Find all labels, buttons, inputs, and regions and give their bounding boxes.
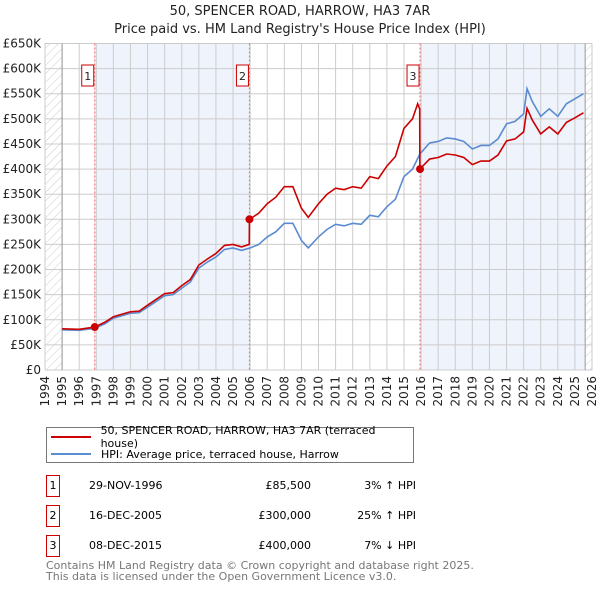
- x-tick-label: 2005: [226, 376, 240, 407]
- y-tick-label: £0: [26, 363, 41, 377]
- x-tick-label: 2025: [568, 376, 582, 407]
- legend-swatch-red: [51, 436, 91, 438]
- x-tick-label: 1998: [106, 376, 120, 407]
- sale-point: [90, 323, 99, 332]
- x-tick-label: 2016: [414, 376, 428, 407]
- x-tick-label: 2007: [260, 376, 274, 407]
- x-tick-label: 2022: [517, 376, 531, 407]
- x-tick-label: 2026: [585, 376, 599, 407]
- footer: Contains HM Land Registry data © Crown c…: [46, 560, 474, 582]
- sale-row: 3 08-DEC-2015 £400,000 7% ↓ HPI: [46, 535, 446, 557]
- y-tick-label: £550K: [3, 87, 43, 101]
- x-tick-label: 1995: [55, 376, 69, 407]
- sale-price: £85,500: [265, 479, 312, 492]
- sale-date: 29-NOV-1996: [89, 479, 163, 492]
- y-tick-label: £650K: [3, 37, 43, 51]
- sale-price: £300,000: [258, 509, 312, 522]
- shaded-period: [94, 43, 250, 370]
- sale-row: 2 16-DEC-2005 £300,000 25% ↑ HPI: [46, 505, 446, 527]
- sale-marker-box: [81, 64, 95, 87]
- x-tick-label: 2009: [294, 376, 308, 407]
- x-tick-label: 1994: [38, 376, 52, 407]
- sale-price: £400,000: [258, 539, 312, 552]
- sale-hpi: 25% ↑ HPI: [357, 509, 416, 522]
- x-tick-label: 2003: [192, 376, 206, 407]
- sale-marker-label: 3: [46, 535, 60, 557]
- legend-label: HPI: Average price, terraced house, Harr…: [101, 447, 339, 461]
- chart-subtitle: Price paid vs. HM Land Registry's House …: [114, 22, 486, 37]
- x-tick-label: 2013: [363, 376, 377, 407]
- x-tick-label: 2008: [277, 376, 291, 407]
- x-tick-label: 2004: [209, 376, 223, 407]
- legend-label: 50, SPENCER ROAD, HARROW, HA3 7AR (terra…: [100, 424, 376, 450]
- shaded-period: [420, 43, 586, 370]
- y-tick-label: £350K: [3, 187, 43, 201]
- x-tick-label: 2023: [534, 376, 548, 407]
- sale-hpi: 3% ↑ HPI: [364, 479, 416, 492]
- x-tick-label: 2015: [397, 376, 411, 407]
- x-tick-label: 2018: [448, 376, 462, 407]
- y-tick-label: £450K: [3, 137, 43, 151]
- hpi-line: [62, 85, 584, 332]
- footer-line: Contains HM Land Registry data © Crown c…: [46, 559, 474, 572]
- x-tick-label: 1996: [72, 376, 86, 407]
- sale-marker-label: 1: [84, 70, 91, 83]
- x-tick-label: 2002: [175, 376, 189, 407]
- chart-title: 50, SPENCER ROAD, HARROW, HA3 7AR: [169, 4, 431, 19]
- x-tick-label: 2014: [380, 376, 394, 407]
- footer-line: This data is licensed under the Open Gov…: [46, 570, 397, 583]
- sale-hpi: 7% ↓ HPI: [364, 539, 416, 552]
- x-tick-label: 2019: [465, 376, 479, 407]
- x-tick-label: 1999: [123, 376, 137, 407]
- x-tick-label: 2001: [158, 376, 172, 407]
- y-tick-label: £200K: [3, 263, 43, 277]
- sale-marker-label: 2: [239, 70, 246, 83]
- x-tick-label: 2000: [141, 376, 155, 407]
- sale-marker-label: 1: [46, 475, 60, 497]
- x-tick-label: 2017: [431, 376, 445, 407]
- hatched-region: [585, 43, 592, 370]
- sale-date: 16-DEC-2005: [89, 509, 163, 522]
- x-tick-label: 2010: [312, 376, 326, 407]
- x-tick-label: 1997: [89, 376, 103, 407]
- sale-marker-label: 2: [46, 505, 60, 527]
- x-tick-label: 2021: [500, 376, 514, 407]
- legend: 50, SPENCER ROAD, HARROW, HA3 7AR (terra…: [46, 424, 414, 463]
- sale-row: 1 29-NOV-1996 £85,500 3% ↑ HPI: [46, 475, 446, 497]
- sale-point: [416, 165, 425, 174]
- legend-item-price: 50, SPENCER ROAD, HARROW, HA3 7AR (terra…: [51, 424, 413, 450]
- y-tick-label: £50K: [10, 338, 42, 352]
- y-tick-label: £250K: [3, 237, 43, 251]
- sale-marker-label: 3: [410, 70, 417, 83]
- y-tick-label: £100K: [3, 313, 43, 327]
- x-tick-label: 2006: [243, 376, 257, 407]
- plot-area: £0 £50K £100K £150K £200K £250K £300K £350K £400…: [3, 37, 599, 407]
- sale-marker-box: [235, 64, 249, 87]
- y-tick-label: £300K: [3, 212, 43, 226]
- price-paid-line: [62, 101, 584, 331]
- sale-date: 08-DEC-2015: [89, 539, 163, 552]
- y-tick-label: £400K: [3, 162, 43, 176]
- x-tick-label: 2024: [551, 376, 565, 407]
- sale-point: [245, 215, 254, 224]
- sale-marker-box: [406, 64, 420, 87]
- y-tick-label: £150K: [3, 288, 43, 302]
- x-tick-label: 2011: [329, 376, 343, 407]
- legend-swatch-blue: [51, 453, 91, 455]
- y-tick-label: £600K: [3, 62, 43, 76]
- hatched-region: [45, 43, 63, 370]
- legend-item-hpi: HPI: Average price, terraced house, Harr…: [51, 446, 339, 462]
- x-tick-label: 2012: [346, 376, 360, 407]
- y-tick-label: £500K: [3, 112, 43, 126]
- x-tick-label: 2020: [482, 376, 496, 407]
